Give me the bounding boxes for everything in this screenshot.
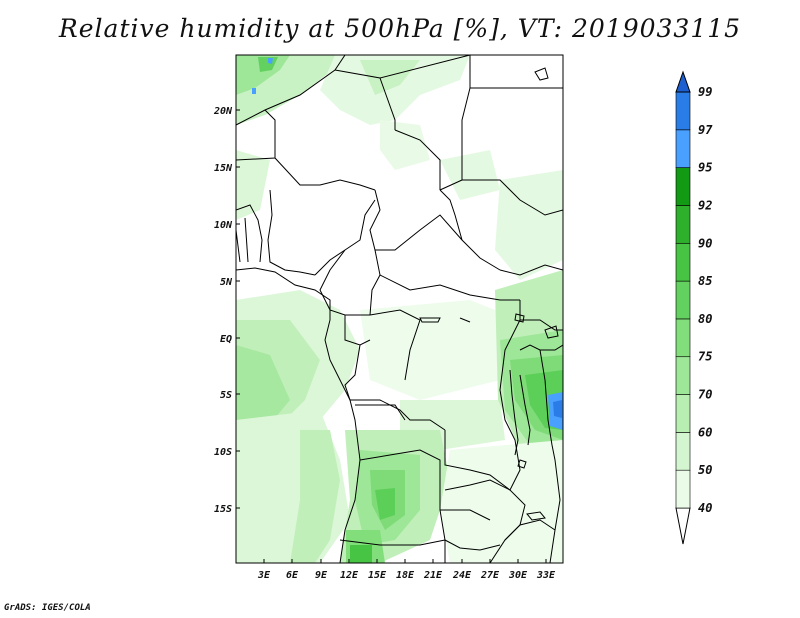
x-tick-label: 21E [423,570,443,581]
x-tick-label: 30E [508,570,528,581]
y-tick-label: 5N [220,277,233,288]
x-axis-labels: 3E 6E 9E 12E 15E 18E 21E 24E 27E 30E 33E [257,570,556,581]
x-tick-label: 15E [368,570,387,581]
x-tick-label: 24E [452,570,472,581]
colorbar-under-arrow [675,507,691,545]
colorbar-label: 50 [698,463,712,477]
y-tick-label: 10S [214,447,232,458]
x-tick-label: 3E [257,570,271,581]
colorbar-segment [675,356,691,395]
colorbar-segment [675,242,691,282]
map-frame [235,54,564,564]
humidity-shading [236,55,563,563]
colorbar-label: 92 [698,198,712,212]
colorbar-label: 60 [698,425,712,439]
colorbar-segment [675,129,691,168]
colorbar-segment [675,280,691,320]
colorbar-segment [675,91,691,131]
colorbar-segment [675,318,691,358]
colorbar-segment [675,469,691,509]
colorbar-label: 99 [698,85,712,99]
colorbar-segment [675,394,691,433]
colorbar-label: 80 [698,312,712,326]
colorbar-over-arrow [675,70,691,93]
grads-credit: GrADS: IGES/COLA [4,603,91,613]
colorbar-label: 70 [698,388,712,402]
y-tick-label: 10N [214,220,233,231]
colorbar-label: 85 [698,274,712,288]
y-tick-label: 15S [214,504,232,515]
country-borders [236,55,563,563]
axis-ticks [236,109,547,563]
x-tick-label: 12E [340,570,359,581]
colorbar-segment [675,432,691,471]
y-tick-label: EQ [220,334,232,345]
colorbar-label: 95 [698,161,712,175]
x-tick-label: 33E [536,570,556,581]
y-tick-label: 20N [213,106,233,117]
x-tick-label: 27E [480,570,500,581]
colorbar-label: 40 [698,501,712,515]
colorbar-segment [675,205,691,244]
x-tick-label: 6E [286,570,299,581]
y-tick-label: 15N [214,163,233,174]
colorbar-segment [675,167,691,206]
colorbar: 40 50 60 70 75 80 85 90 92 95 97 99 [675,70,713,545]
map-title: Relative humidity at 500hPa [%], VT: 201… [58,14,742,43]
colorbar-label: 90 [698,236,712,250]
y-tick-label: 5S [220,390,232,401]
x-tick-label: 18E [396,570,415,581]
y-axis-labels: 20N 15N 10N 5N EQ 5S 10S 15S [213,106,233,515]
colorbar-label: 75 [698,350,712,364]
colorbar-label: 97 [698,123,713,137]
x-tick-label: 9E [315,570,328,581]
